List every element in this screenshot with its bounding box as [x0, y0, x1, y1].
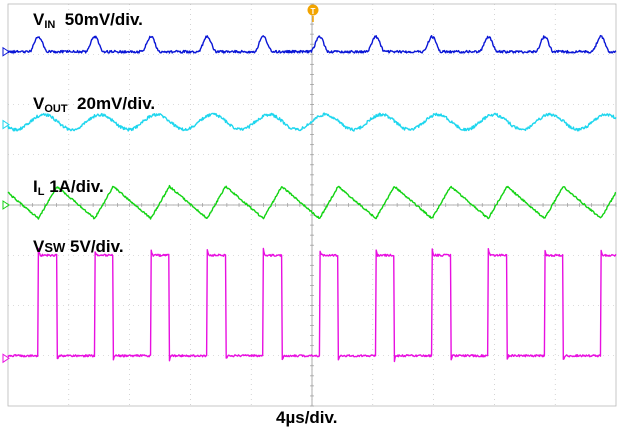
- vsw-label-sub: SW: [44, 240, 66, 255]
- vin-label-scale: 50mV/div.: [64, 10, 143, 29]
- trigger-marker-text: T: [311, 7, 316, 16]
- il-label-sub: L: [37, 186, 45, 198]
- vout-label-main: V: [33, 94, 45, 113]
- trigger-marker: T: [307, 4, 319, 22]
- vin-ground-marker: [2, 46, 10, 57]
- il-ground-marker: [2, 200, 10, 210]
- vsw-ground-marker: [2, 353, 10, 364]
- vin-trace: [7, 34, 617, 54]
- vout-label: VOUT 20mV/div.: [33, 94, 156, 115]
- vin-label: VIN 50mV/div.: [33, 10, 143, 31]
- il-label: IL 1A/div.: [33, 177, 104, 198]
- vout-ground-marker: [2, 119, 10, 130]
- vsw-label: VSW 5V/div.: [33, 238, 124, 255]
- vsw-label-scale: 5V/div.: [70, 237, 124, 256]
- waveform-traces: [7, 34, 617, 363]
- vout-trace: [7, 112, 617, 132]
- graticule: [7, 3, 617, 407]
- vout-label-sub: OUT: [44, 103, 68, 115]
- vin-label-sub: IN: [44, 19, 56, 31]
- il-label-main: I: [33, 177, 38, 196]
- channel-markers: [2, 46, 10, 364]
- vsw-label-main: V: [33, 237, 45, 256]
- vsw-trace: [7, 247, 617, 363]
- time-scale-label: 4µs/div.: [276, 408, 338, 427]
- il-label-scale: 1A/div.: [49, 177, 104, 196]
- trigger-marker-dot: [307, 4, 319, 16]
- il-trace: [7, 184, 617, 220]
- vout-label-scale: 20mV/div.: [77, 94, 156, 113]
- vin-label-main: V: [33, 10, 45, 29]
